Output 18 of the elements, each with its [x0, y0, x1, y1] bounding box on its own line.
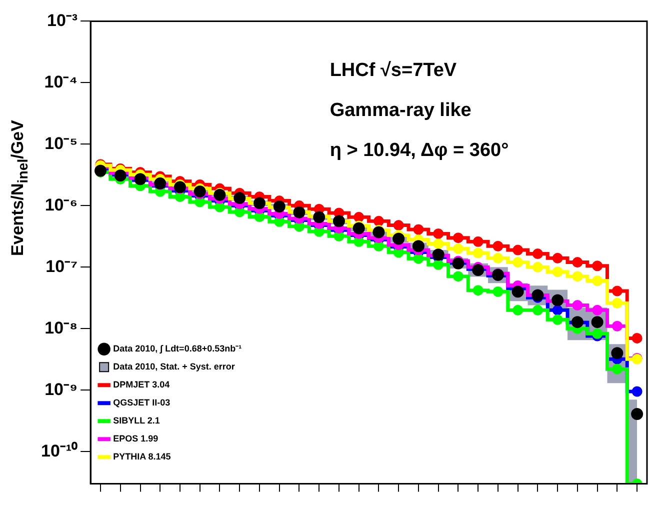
- legend-label: DPMJET 3.04: [113, 380, 170, 390]
- legend-label: SIBYLL 2.1: [113, 416, 160, 426]
- legend-label: QGSJET II-03: [113, 398, 170, 408]
- annotation: η > 10.94, Δφ = 360°: [330, 139, 509, 164]
- legend-label: Data 2010, ∫ Ldt=0.68+0.53nb⁻¹: [113, 344, 242, 354]
- annotation: Gamma-ray like: [330, 99, 472, 124]
- y-tick-label: 10⁻⁴: [44, 72, 78, 92]
- y-tick-label: 10⁻⁶: [44, 195, 78, 214]
- y-tick-label: 10⁻¹⁰: [40, 441, 78, 460]
- legend-label: EPOS 1.99: [113, 434, 158, 444]
- y-tick-label: 10⁻⁵: [44, 134, 78, 153]
- annotation: LHCf √s=7TeV: [330, 59, 458, 84]
- legend-label: PYTHIA 8.145: [113, 452, 171, 462]
- y-tick-label: 10⁻³: [46, 10, 78, 30]
- legend-label: Data 2010, Stat. + Syst. error: [113, 362, 236, 372]
- y-tick-label: 10⁻⁹: [44, 380, 78, 399]
- y-tick-label: 10⁻⁷: [46, 256, 78, 276]
- y-tick-label: 10⁻⁸: [44, 318, 78, 338]
